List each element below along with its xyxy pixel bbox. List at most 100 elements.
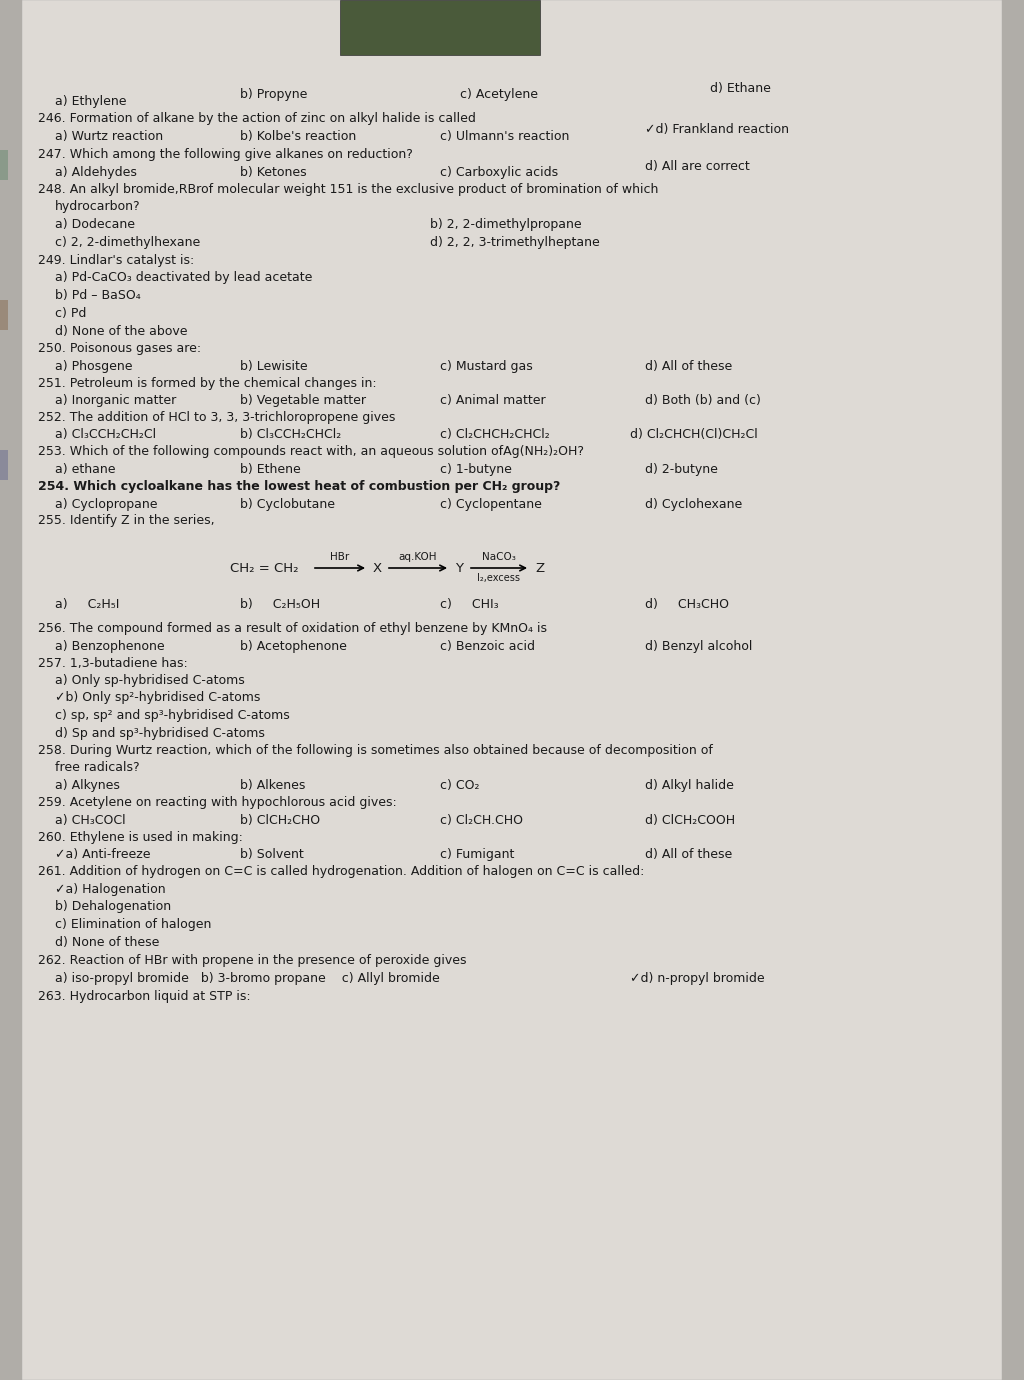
Text: b) Cl₃CCH₂CHCl₂: b) Cl₃CCH₂CHCl₂ <box>240 428 341 442</box>
Text: 248. An alkyl bromide,RBrof molecular weight 151 is the exclusive product of bro: 248. An alkyl bromide,RBrof molecular we… <box>38 184 658 196</box>
Text: a) Cyclopropane: a) Cyclopropane <box>55 498 158 511</box>
Text: 250. Poisonous gases are:: 250. Poisonous gases are: <box>38 342 201 355</box>
Text: I₂,excess: I₂,excess <box>477 573 520 582</box>
Text: b) ClCH₂CHO: b) ClCH₂CHO <box>240 814 321 827</box>
Text: b) 2, 2-dimethylpropane: b) 2, 2-dimethylpropane <box>430 218 582 230</box>
Text: c) Ulmann's reaction: c) Ulmann's reaction <box>440 130 569 144</box>
Text: d) Alkyl halide: d) Alkyl halide <box>645 778 734 792</box>
Text: a) Phosgene: a) Phosgene <box>55 360 132 373</box>
Text: c) Benzoic acid: c) Benzoic acid <box>440 640 535 653</box>
Text: b) Propyne: b) Propyne <box>240 88 307 101</box>
Text: CH₂ = CH₂: CH₂ = CH₂ <box>230 562 299 575</box>
Text: 252. The addition of HCl to 3, 3, 3-trichloropropene gives: 252. The addition of HCl to 3, 3, 3-tric… <box>38 411 395 424</box>
Text: c) Cyclopentane: c) Cyclopentane <box>440 498 542 511</box>
Text: ✓a) Anti-freeze: ✓a) Anti-freeze <box>55 847 151 861</box>
Text: a) iso-propyl bromide   b) 3-bromo propane    c) Allyl bromide: a) iso-propyl bromide b) 3-bromo propane… <box>55 972 439 985</box>
Text: 262. Reaction of HBr with propene in the presence of peroxide gives: 262. Reaction of HBr with propene in the… <box>38 954 467 967</box>
Text: 256. The compound formed as a result of oxidation of ethyl benzene by KMnO₄ is: 256. The compound formed as a result of … <box>38 622 547 635</box>
Text: a) CH₃COCl: a) CH₃COCl <box>55 814 126 827</box>
Text: d) Benzyl alcohol: d) Benzyl alcohol <box>645 640 753 653</box>
Text: d) Ethane: d) Ethane <box>710 81 771 95</box>
Text: a) Cl₃CCH₂CH₂Cl: a) Cl₃CCH₂CH₂Cl <box>55 428 156 442</box>
Text: b) Solvent: b) Solvent <box>240 847 304 861</box>
Text: d) Sp and sp³-hybridised C-atoms: d) Sp and sp³-hybridised C-atoms <box>55 727 265 740</box>
Text: b) Ketones: b) Ketones <box>240 166 306 179</box>
Text: d) Cl₂CHCH(Cl)CH₂Cl: d) Cl₂CHCH(Cl)CH₂Cl <box>630 428 758 442</box>
Text: a) Ethylene: a) Ethylene <box>55 95 127 108</box>
Text: 257. 1,3-butadiene has:: 257. 1,3-butadiene has: <box>38 657 187 671</box>
Text: a) Dodecane: a) Dodecane <box>55 218 135 230</box>
Text: Z: Z <box>535 562 544 575</box>
Text: b) Pd – BaSO₄: b) Pd – BaSO₄ <box>55 288 140 302</box>
Text: d) 2-butyne: d) 2-butyne <box>645 464 718 476</box>
Text: NaCO₃: NaCO₃ <box>482 552 516 562</box>
Text: c) Cl₂CHCH₂CHCl₂: c) Cl₂CHCH₂CHCl₂ <box>440 428 550 442</box>
Text: 246. Formation of alkane by the action of zinc on alkyl halide is called: 246. Formation of alkane by the action o… <box>38 112 476 126</box>
Text: d) All are correct: d) All are correct <box>645 160 750 172</box>
Text: 247. Which among the following give alkanes on reduction?: 247. Which among the following give alka… <box>38 148 413 161</box>
Text: b) Cyclobutane: b) Cyclobutane <box>240 498 335 511</box>
Text: c)     CHI₃: c) CHI₃ <box>440 598 499 611</box>
Text: b) Kolbe's reaction: b) Kolbe's reaction <box>240 130 356 144</box>
Text: b) Lewisite: b) Lewisite <box>240 360 307 373</box>
Text: d)     CH₃CHO: d) CH₃CHO <box>645 598 729 611</box>
Text: Y: Y <box>455 562 463 575</box>
Text: a)     C₂H₅I: a) C₂H₅I <box>55 598 120 611</box>
Text: HBr: HBr <box>331 552 349 562</box>
Text: b) Ethene: b) Ethene <box>240 464 301 476</box>
Bar <box>0 150 8 179</box>
Text: c) Pd: c) Pd <box>55 306 86 320</box>
Text: a) Only sp-hybridised C-atoms: a) Only sp-hybridised C-atoms <box>55 673 245 687</box>
Text: a) Inorganic matter: a) Inorganic matter <box>55 395 176 407</box>
Text: c) Mustard gas: c) Mustard gas <box>440 360 532 373</box>
Text: c) 2, 2-dimethylhexane: c) 2, 2-dimethylhexane <box>55 236 201 248</box>
Text: 249. Lindlar's catalyst is:: 249. Lindlar's catalyst is: <box>38 254 195 266</box>
Text: aq.KOH: aq.KOH <box>398 552 437 562</box>
Text: d) None of the above: d) None of the above <box>55 326 187 338</box>
Text: 255. Identify Z in the series,: 255. Identify Z in the series, <box>38 513 215 527</box>
Text: b) Vegetable matter: b) Vegetable matter <box>240 395 366 407</box>
Text: c) Elimination of halogen: c) Elimination of halogen <box>55 918 211 932</box>
Text: 251. Petroleum is formed by the chemical changes in:: 251. Petroleum is formed by the chemical… <box>38 377 377 391</box>
Text: a) Wurtz reaction: a) Wurtz reaction <box>55 130 163 144</box>
Text: ✓b) Only sp²-hybridised C-atoms: ✓b) Only sp²-hybridised C-atoms <box>55 691 260 704</box>
Text: c) Carboxylic acids: c) Carboxylic acids <box>440 166 558 179</box>
Bar <box>0 450 8 480</box>
Text: c) Cl₂CH.CHO: c) Cl₂CH.CHO <box>440 814 523 827</box>
Text: a) ethane: a) ethane <box>55 464 116 476</box>
Text: ✓a) Halogenation: ✓a) Halogenation <box>55 883 166 896</box>
Text: 258. During Wurtz reaction, which of the following is sometimes also obtained be: 258. During Wurtz reaction, which of the… <box>38 744 713 758</box>
Text: 260. Ethylene is used in making:: 260. Ethylene is used in making: <box>38 831 243 845</box>
Bar <box>0 299 8 330</box>
Text: d) Both (b) and (c): d) Both (b) and (c) <box>645 395 761 407</box>
Text: d) 2, 2, 3-trimethylheptane: d) 2, 2, 3-trimethylheptane <box>430 236 600 248</box>
Text: hydrocarbon?: hydrocarbon? <box>55 200 140 213</box>
Text: X: X <box>373 562 382 575</box>
Text: d) ClCH₂COOH: d) ClCH₂COOH <box>645 814 735 827</box>
Bar <box>340 0 540 55</box>
Text: a) Aldehydes: a) Aldehydes <box>55 166 137 179</box>
Text: c) sp, sp² and sp³-hybridised C-atoms: c) sp, sp² and sp³-hybridised C-atoms <box>55 709 290 722</box>
Text: c) Fumigant: c) Fumigant <box>440 847 514 861</box>
Text: ✓d) Frankland reaction: ✓d) Frankland reaction <box>645 123 790 137</box>
Bar <box>0 0 22 1380</box>
Text: free radicals?: free radicals? <box>55 760 139 774</box>
Text: c) Acetylene: c) Acetylene <box>460 88 538 101</box>
Text: 261. Addition of hydrogen on C=C is called hydrogenation. Addition of halogen on: 261. Addition of hydrogen on C=C is call… <box>38 865 644 878</box>
Text: 254. Which cycloalkane has the lowest heat of combustion per CH₂ group?: 254. Which cycloalkane has the lowest he… <box>38 480 560 493</box>
Text: 253. Which of the following compounds react with, an aqueous solution ofAg(NH₂)₂: 253. Which of the following compounds re… <box>38 444 584 458</box>
Bar <box>1002 0 1024 1380</box>
Text: b) Dehalogenation: b) Dehalogenation <box>55 900 171 914</box>
Text: ✓d) n-propyl bromide: ✓d) n-propyl bromide <box>630 972 765 985</box>
Text: b) Acetophenone: b) Acetophenone <box>240 640 347 653</box>
Text: a) Benzophenone: a) Benzophenone <box>55 640 165 653</box>
Text: a) Pd-CaCO₃ deactivated by lead acetate: a) Pd-CaCO₃ deactivated by lead acetate <box>55 270 312 284</box>
Text: 263. Hydrocarbon liquid at STP is:: 263. Hydrocarbon liquid at STP is: <box>38 989 251 1003</box>
Text: d) All of these: d) All of these <box>645 360 732 373</box>
Text: c) Animal matter: c) Animal matter <box>440 395 546 407</box>
Text: d) Cyclohexane: d) Cyclohexane <box>645 498 742 511</box>
Text: c) CO₂: c) CO₂ <box>440 778 479 792</box>
Text: 259. Acetylene on reacting with hypochlorous acid gives:: 259. Acetylene on reacting with hypochlo… <box>38 796 396 809</box>
Text: b) Alkenes: b) Alkenes <box>240 778 305 792</box>
Text: b)     C₂H₅OH: b) C₂H₅OH <box>240 598 321 611</box>
